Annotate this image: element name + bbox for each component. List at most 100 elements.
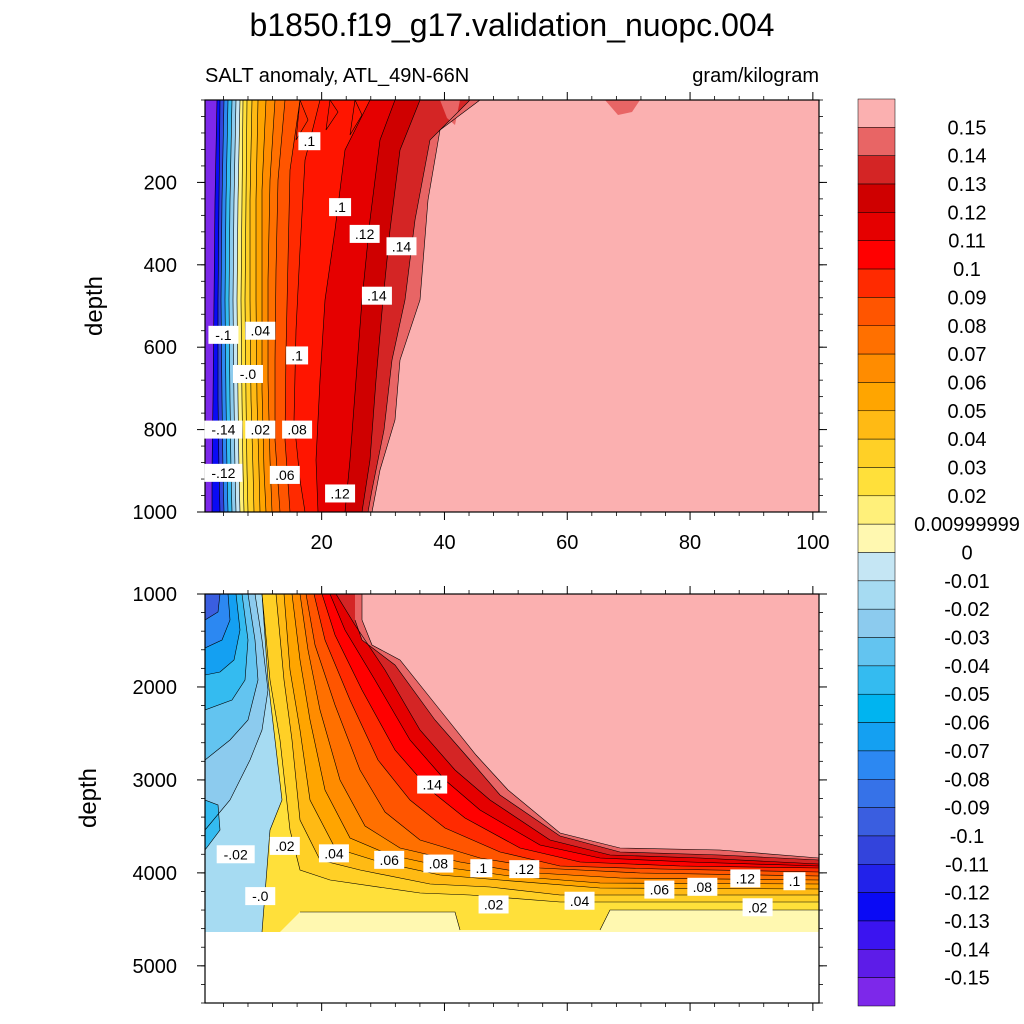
contour-label-text: .14 [367,288,387,304]
lower-axis-ticks: 1000 2000 3000 4000 5000 [133,584,827,1011]
colorbar-box [857,835,896,865]
contour-label-box [687,877,718,896]
contour-label: .12 [349,224,380,243]
colorbar-box [857,637,896,667]
colorbar-box [857,268,896,298]
contour-label-text: -.12 [211,465,235,481]
contour-label: .12 [325,484,356,503]
contour-label-box [282,420,313,439]
colorbar-box [857,325,896,355]
colorbar-label: -0.01 [944,571,990,593]
contour-label-box [318,844,349,863]
contour-label-box [245,887,276,906]
band-neg0.1 [205,594,220,620]
contour-label: .08 [687,877,718,896]
colorbar-labels: 0.15 0.14 0.13 0.12 0.11 0.1 0.09 0.08 0.07 0.06 0… [914,117,1020,989]
colorbar-label: -0.15 [944,968,990,990]
contour-label-box [286,346,309,365]
y-tick-label: 200 [144,172,177,194]
lower-y-axis-label: depth [75,768,102,828]
colorbar-box [857,410,896,440]
colorbar-label: 0.00999999 [914,514,1020,536]
colorbar-box [857,920,896,950]
colorbar-label: -0.12 [944,883,990,905]
contour-label-text: -.0 [240,366,257,382]
colorbar-label: -0.07 [944,741,990,763]
colorbar-label: 0.15 [948,117,987,139]
colorbar-box [857,523,896,553]
colorbar-box [857,892,896,922]
colorbar-box [857,552,896,582]
contour-label-text: .1 [334,199,346,215]
y-tick-label: 3000 [133,770,178,792]
contour-label-text: .08 [693,879,713,895]
surface-patch [605,100,640,115]
contour-label-text: .06 [650,882,670,898]
band-0.15 [362,594,819,858]
colorbar-label: 0.09 [948,287,987,309]
contour-label-box [386,237,417,256]
contour-label-text: .1 [789,873,801,889]
ocean-bottom-mask [205,932,819,1003]
colorbar-label: -0.08 [944,769,990,791]
colorbar-box [857,949,896,978]
colorbar-box [857,977,896,1007]
colorbar-label: 0.13 [948,174,987,196]
contour-label-text: .02 [484,896,504,912]
colorbar-label: -0.13 [944,911,990,933]
contour-label: -.14 [204,420,243,439]
colorbar-box [857,438,896,468]
colorbar-label: -0.03 [944,628,990,650]
colorbar-label: 0.11 [948,231,985,253]
contour-label: .02 [478,895,509,914]
contour-label-text: .04 [251,323,271,339]
colorbar-box [857,297,896,326]
contour-label-box [417,775,448,794]
contour-label: .12 [730,869,761,888]
contour-label: .02 [742,898,773,917]
band-neg0.05-lower [205,800,220,850]
colorbar-box [857,665,896,695]
contour-label-text: .1 [291,347,303,363]
contour-label: .04 [318,844,349,863]
contour-label: .04 [564,891,595,910]
contour-label-text: .08 [287,422,307,438]
contour-label: .14 [361,286,392,305]
contour-label: -.12 [204,463,243,482]
colorbar-box [857,127,896,156]
colorbar-box [857,807,896,837]
contour-label-box [216,845,255,864]
colorbar-boxes [857,98,896,1007]
colorbar-label: -0.05 [944,684,990,706]
contour-label: .1 [329,198,352,217]
contour-label-box [298,132,321,151]
colorbar: 0.15 0.14 0.13 0.12 0.11 0.1 0.09 0.08 0.07 0.06 0… [857,98,1020,1007]
y-tick-label: 400 [144,255,177,277]
colorbar-box [857,155,896,185]
colorbar-label: 0.02 [948,486,987,508]
contour-label-text: -.1 [215,327,232,343]
colorbar-box [857,212,896,241]
upper-plot-frame [204,99,820,513]
y-tick-label: 2000 [133,677,178,699]
lower-panel: 1000 2000 3000 4000 5000 .14 -.02 .02 .04 .06 .08… [75,584,827,1011]
contour-label: -.0 [232,364,263,383]
contour-label: -.1 [208,325,239,344]
colorbar-label: 0.04 [948,429,987,451]
contour-label: .02 [269,836,300,855]
contour-label-box [742,898,773,917]
colorbar-label: -0.04 [944,656,990,678]
contour-label-text: .1 [304,133,316,149]
contour-label: .1 [783,872,806,891]
colorbar-label: 0.06 [948,372,987,394]
variable-label: SALT anomaly, ATL_49N-66N [205,65,469,87]
contour-label-text: .02 [275,838,295,854]
band-neg0.15 [205,100,217,512]
units-label: gram/kilogram [692,65,819,87]
contour-label-text: .12 [515,861,535,877]
contour-label-text: .12 [355,226,375,242]
colorbar-box [857,495,896,525]
contour-label: .04 [245,321,276,340]
colorbar-label: 0.03 [948,457,987,479]
